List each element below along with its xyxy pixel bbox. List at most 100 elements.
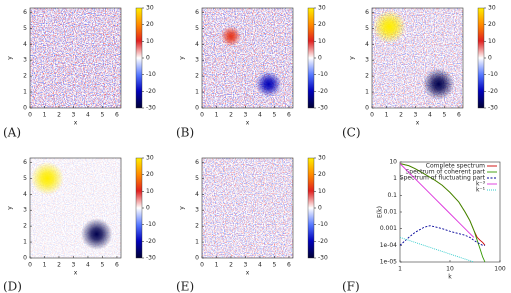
y-tick-label: 5 bbox=[195, 25, 199, 32]
colorbar bbox=[307, 157, 315, 259]
plot-frame bbox=[201, 7, 294, 109]
y-tick-label: 0.1 bbox=[387, 192, 397, 199]
series-line bbox=[399, 163, 475, 238]
colorbar-label: 0 bbox=[318, 205, 322, 212]
plot-frame bbox=[29, 7, 122, 109]
x-tick-label: 5 bbox=[101, 262, 105, 269]
y-tick-label: 3 bbox=[23, 207, 27, 214]
panel-label: (B) bbox=[176, 126, 194, 140]
x-tick-label: 10 bbox=[446, 266, 454, 273]
colorbar-label: -10 bbox=[318, 71, 328, 78]
colorbar-label: -20 bbox=[146, 238, 156, 245]
y-tick-label: 0.01 bbox=[384, 209, 398, 216]
series-line bbox=[399, 236, 475, 263]
x-axis-label: k bbox=[448, 274, 452, 281]
x-tick-label: 1 bbox=[385, 112, 389, 119]
y-tick-label: 0 bbox=[195, 105, 199, 112]
colorbar bbox=[307, 7, 315, 109]
x-tick-label: 0 bbox=[200, 112, 204, 119]
colorbar-label: 30 bbox=[318, 155, 326, 162]
x-tick-label: 0 bbox=[370, 112, 374, 119]
y-tick-label: 3 bbox=[195, 207, 199, 214]
colorbar-label: 20 bbox=[146, 21, 154, 28]
colorbar-label: 10 bbox=[146, 188, 154, 195]
y-tick-label: 1 bbox=[23, 89, 27, 96]
x-axis-label: x bbox=[246, 270, 250, 277]
x-tick-label: 4 bbox=[258, 112, 262, 119]
colorbar-label: -10 bbox=[146, 71, 156, 78]
y-tick-label: 1 bbox=[195, 89, 199, 96]
x-tick-label: 5 bbox=[273, 112, 277, 119]
x-tick-label: 0 bbox=[200, 262, 204, 269]
colorbar-label: 0 bbox=[146, 55, 150, 62]
y-tick-label: 0 bbox=[365, 105, 369, 112]
y-tick-label: 2 bbox=[195, 73, 199, 80]
vortex bbox=[30, 161, 64, 195]
y-tick-label: 2 bbox=[23, 223, 27, 230]
y-tick-label: 6 bbox=[365, 9, 369, 16]
x-tick-label: 0 bbox=[28, 262, 32, 269]
y-tick-label: 1e-04 bbox=[380, 242, 397, 249]
x-tick-label: 1 bbox=[43, 112, 47, 119]
x-tick-label: 1 bbox=[398, 266, 402, 273]
x-axis-label: x bbox=[74, 270, 78, 277]
plot-frame bbox=[201, 157, 294, 259]
legend-label: Spectrum of coherent part bbox=[405, 169, 485, 176]
plot-frame bbox=[29, 157, 122, 259]
colorbar-label: -30 bbox=[146, 255, 156, 262]
x-tick-label: 3 bbox=[244, 262, 248, 269]
y-tick-label: 0 bbox=[23, 255, 27, 262]
x-tick-label: 4 bbox=[86, 262, 90, 269]
vortex bbox=[220, 26, 242, 47]
x-axis-label: x bbox=[74, 120, 78, 127]
x-tick-label: 5 bbox=[273, 262, 277, 269]
x-tick-label: 6 bbox=[115, 262, 119, 269]
x-tick-label: 100 bbox=[494, 266, 506, 273]
x-axis-label: x bbox=[416, 120, 420, 127]
colorbar-label: 0 bbox=[318, 55, 322, 62]
x-tick-label: 2 bbox=[229, 262, 233, 269]
colorbar-label: -20 bbox=[318, 88, 328, 95]
legend-label: Complete spectrum bbox=[426, 163, 485, 170]
field-noise bbox=[202, 8, 293, 108]
y-axis-label: y bbox=[7, 56, 14, 60]
x-tick-label: 6 bbox=[287, 112, 291, 119]
x-tick-label: 2 bbox=[229, 112, 233, 119]
legend-label: Spectrum of fluctuating part bbox=[400, 175, 486, 182]
panel-label: (E) bbox=[176, 280, 194, 293]
colorbar-label: -10 bbox=[488, 71, 498, 78]
y-tick-label: 2 bbox=[23, 73, 27, 80]
y-tick-label: 10 bbox=[389, 159, 397, 166]
y-tick-label: 2 bbox=[365, 73, 369, 80]
series-line bbox=[399, 163, 486, 263]
y-tick-label: 4 bbox=[195, 191, 199, 198]
field-noise bbox=[202, 158, 293, 258]
y-tick-label: 1 bbox=[195, 239, 199, 246]
colorbar-label: -30 bbox=[318, 105, 328, 112]
y-tick-label: 1 bbox=[365, 89, 369, 96]
plot-frame bbox=[399, 161, 501, 263]
x-tick-label: 3 bbox=[414, 112, 418, 119]
colorbar-label: 20 bbox=[318, 171, 326, 178]
colorbar bbox=[135, 157, 143, 259]
x-tick-label: 5 bbox=[101, 112, 105, 119]
x-tick-label: 4 bbox=[428, 112, 432, 119]
y-tick-label: 0.001 bbox=[380, 225, 397, 232]
y-tick-label: 4 bbox=[23, 191, 27, 198]
y-tick-label: 6 bbox=[195, 9, 199, 16]
panel-label: (F) bbox=[342, 280, 360, 293]
colorbar-label: 30 bbox=[488, 5, 496, 12]
colorbar-label: 30 bbox=[318, 5, 326, 12]
y-tick-label: 3 bbox=[195, 57, 199, 64]
colorbar-label: -10 bbox=[318, 221, 328, 228]
y-axis-label: y bbox=[179, 206, 186, 210]
x-tick-label: 3 bbox=[244, 112, 248, 119]
y-axis-label: y bbox=[349, 56, 356, 60]
y-tick-label: 4 bbox=[365, 41, 369, 48]
y-tick-label: 5 bbox=[195, 175, 199, 182]
colorbar-label: -30 bbox=[146, 105, 156, 112]
colorbar-label: -10 bbox=[146, 221, 156, 228]
colorbar bbox=[477, 7, 485, 109]
y-tick-label: 3 bbox=[23, 57, 27, 64]
x-tick-label: 1 bbox=[43, 262, 47, 269]
